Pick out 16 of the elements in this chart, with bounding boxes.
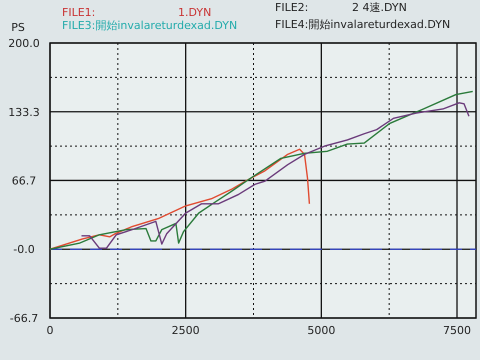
annotation: FILE1: xyxy=(62,6,96,19)
ytick: 200.0 xyxy=(8,37,40,50)
ytick: -0.0 xyxy=(13,243,35,256)
ytick: 133.3 xyxy=(8,106,40,119)
xtick: 5000 xyxy=(307,324,336,337)
xtick: 2500 xyxy=(172,324,200,337)
ytick: 66.7 xyxy=(12,174,36,188)
annotation: FILE4:開始invalareturdexad.DYN xyxy=(275,18,450,31)
annotation: 2 4速.DYN xyxy=(352,1,407,14)
xtick: 0 xyxy=(46,324,54,337)
ytick: -66.7 xyxy=(10,312,38,325)
annotation: FILE2: xyxy=(275,1,308,14)
annotation: FILE3:開始invalareturdexad.DYN xyxy=(62,19,238,32)
xtick: 7500 xyxy=(443,324,471,337)
ylabel: PS xyxy=(11,21,25,34)
annotation: 1.DYN xyxy=(178,6,212,19)
